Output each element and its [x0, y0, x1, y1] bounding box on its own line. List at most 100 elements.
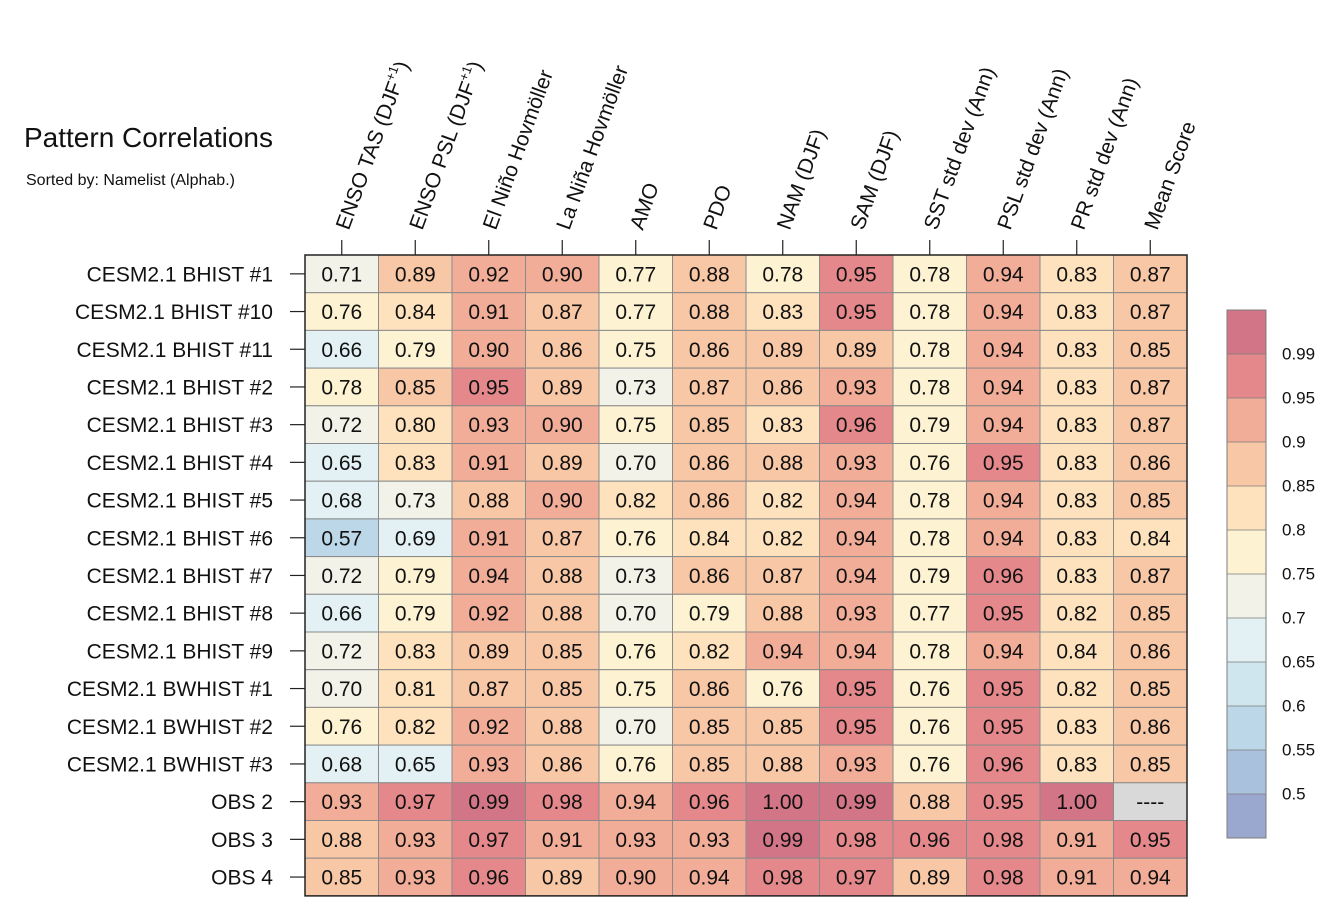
cell-value: 0.65 — [395, 753, 436, 776]
heatmap-cell — [892, 518, 967, 558]
cell-value: 0.85 — [689, 716, 730, 739]
heatmap-cell — [819, 857, 894, 897]
cell-value: 0.85 — [762, 716, 803, 739]
heatmap-cell — [672, 480, 747, 520]
cell-value: 0.75 — [615, 414, 656, 437]
row-ticks — [290, 273, 305, 878]
cell-value: 0.94 — [983, 640, 1024, 663]
heatmap-cell — [598, 556, 673, 595]
cell-value: 0.86 — [1130, 640, 1171, 663]
cell-value: 0.89 — [542, 867, 583, 890]
heatmap-cell — [892, 820, 967, 859]
heatmap-cell — [1039, 782, 1114, 821]
cell-value: 0.78 — [762, 263, 803, 286]
heatmap-cell — [672, 593, 747, 633]
cell-value: 0.75 — [615, 339, 656, 362]
heatmap-cell — [1113, 556, 1188, 595]
heatmap-cell — [966, 367, 1041, 407]
heatmap-cell — [378, 367, 453, 407]
heatmap-cell — [304, 329, 379, 369]
column-label: La Niña Hovmöller — [552, 63, 633, 233]
cell-value: 0.76 — [615, 753, 656, 776]
heatmap-cell — [525, 405, 600, 444]
cell-value: 0.89 — [395, 263, 436, 286]
cell-value: 0.78 — [909, 301, 950, 324]
heatmap-cell — [1039, 443, 1114, 482]
cell-value: 0.79 — [689, 603, 730, 626]
cell-value: 0.86 — [689, 678, 730, 701]
cell-value: 0.85 — [1130, 603, 1171, 626]
colorbar-segment — [1227, 574, 1266, 618]
heatmap-cell — [1113, 518, 1188, 558]
column-label: SST std dev (Ann) — [920, 64, 1000, 233]
colorbar-outline — [1226, 309, 1267, 839]
cell-value: 0.72 — [321, 640, 362, 663]
heatmap-cell — [819, 518, 894, 558]
heatmap-cell — [819, 631, 894, 671]
heatmap-cell — [892, 669, 967, 708]
cell-value: 0.65 — [321, 452, 362, 475]
heatmap-cell — [819, 744, 894, 784]
heatmap-cell — [1113, 329, 1188, 369]
colorbar-segment — [1227, 530, 1266, 574]
heatmap-cell — [378, 480, 453, 520]
colorbar-segment — [1227, 794, 1266, 838]
cell-value: 0.79 — [395, 339, 436, 362]
cell-value: 0.89 — [836, 339, 877, 362]
column-label: PR std dev (Ann) — [1067, 75, 1143, 233]
cell-value: 0.97 — [395, 791, 436, 814]
cell-value: 0.96 — [468, 867, 509, 890]
heatmap-cell — [378, 669, 453, 708]
heatmap-cell — [892, 443, 967, 482]
colorbar-label: 0.85 — [1282, 477, 1315, 496]
cell-value: 0.94 — [1130, 867, 1171, 890]
cell-value: 0.76 — [909, 753, 950, 776]
chart-subtitle: Sorted by: Namelist (Alphab.) — [26, 172, 235, 189]
cell-value: 0.86 — [542, 753, 583, 776]
row-label: CESM2.1 BHIST #6 — [87, 527, 273, 550]
cell-value: 0.94 — [836, 640, 877, 663]
colorbar-label: 0.6 — [1282, 697, 1306, 716]
cell-value: 0.87 — [468, 678, 509, 701]
cell-value: 0.73 — [615, 376, 656, 399]
heatmap-cell — [598, 480, 673, 520]
cell-value: 0.80 — [395, 414, 436, 437]
cell-value: 0.95 — [468, 376, 509, 399]
cell-value: 0.92 — [468, 263, 509, 286]
heatmap-cell — [598, 367, 673, 407]
cell-value: 0.86 — [689, 339, 730, 362]
heatmap-cell — [672, 631, 747, 671]
cell-value: 0.75 — [615, 678, 656, 701]
cell-value: 0.95 — [983, 678, 1024, 701]
heatmap-cell — [304, 405, 379, 444]
cell-value: 0.90 — [468, 339, 509, 362]
cell-value: 0.85 — [689, 753, 730, 776]
row-label: CESM2.1 BHIST #4 — [87, 452, 274, 475]
heatmap-cell — [966, 669, 1041, 708]
column-label: Mean Score — [1140, 118, 1200, 232]
heatmap-cell — [304, 857, 379, 897]
cell-value: 0.89 — [542, 376, 583, 399]
heatmap-cell — [672, 706, 747, 746]
cell-value: 0.91 — [468, 452, 509, 475]
row-labels: CESM2.1 BHIST #1 CESM2.1 BHIST #10 CESM2.1… — [67, 263, 274, 889]
colorbar-label: 0.75 — [1282, 565, 1315, 584]
colorbar-label: 0.99 — [1282, 345, 1315, 364]
cell-value: 0.83 — [1056, 376, 1097, 399]
colorbar-segment — [1227, 398, 1266, 442]
heatmap-cell — [1113, 820, 1188, 859]
cell-value: 0.98 — [542, 791, 583, 814]
cell-value: 0.99 — [836, 791, 877, 814]
cell-value: 0.95 — [836, 263, 877, 286]
cell-value: 0.76 — [615, 640, 656, 663]
heatmap-cell — [745, 405, 820, 444]
colorbar-segment — [1227, 618, 1266, 662]
cell-value: 0.79 — [395, 565, 436, 588]
cell-value: 0.85 — [395, 376, 436, 399]
heatmap-cell — [745, 744, 820, 784]
cell-value: 0.99 — [468, 791, 509, 814]
row-label: CESM2.1 BHIST #8 — [87, 603, 273, 626]
row-label: CESM2.1 BHIST #1 — [87, 263, 273, 286]
heatmap-cell — [966, 744, 1041, 784]
chart-title: Pattern Correlations — [24, 122, 274, 153]
